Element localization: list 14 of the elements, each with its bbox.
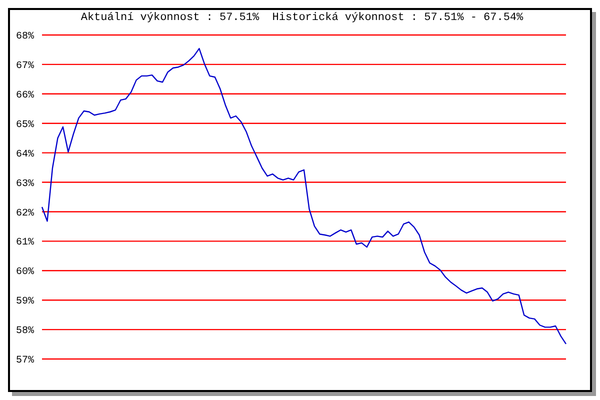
y-tick-label: 60% bbox=[16, 267, 34, 278]
y-tick-label: 67% bbox=[16, 61, 34, 72]
y-tick-label: 68% bbox=[16, 32, 34, 43]
y-tick-label: 66% bbox=[16, 90, 34, 102]
line-series bbox=[41, 48, 567, 345]
y-tick-label: 65% bbox=[16, 120, 34, 131]
chart-title: Aktuální výkonnost : 57.51% Historická výkonnost : 57.51% - 67.54% bbox=[80, 12, 524, 24]
y-tick-label: 63% bbox=[16, 178, 34, 190]
y-tick-label: 62% bbox=[16, 208, 34, 220]
y-tick-label: 61% bbox=[16, 238, 34, 249]
y-tick-label: 64% bbox=[16, 149, 34, 160]
y-tick-label: 59% bbox=[16, 296, 34, 308]
y-tick-label: 57% bbox=[16, 356, 34, 367]
y-tick-label: 58% bbox=[16, 326, 34, 338]
